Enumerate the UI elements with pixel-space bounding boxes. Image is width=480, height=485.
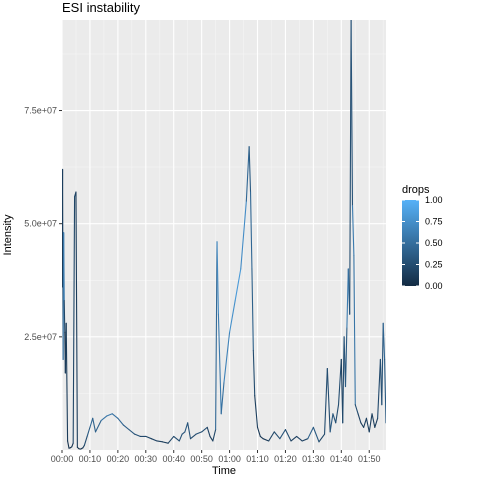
y-tick-label: 5.0e+07: [24, 219, 57, 229]
y-axis-label: Intensity: [2, 214, 14, 255]
x-tick-label: 00:00: [51, 454, 74, 464]
y-axis: 2.5e+07 5.0e+07 7.5e+07: [24, 106, 62, 342]
x-tick-label: 01:20: [274, 454, 297, 464]
x-axis-label: Time: [212, 465, 236, 477]
chart-title: ESI instability: [62, 0, 141, 15]
series-line-segment: [64, 301, 65, 333]
x-tick-label: 00:10: [79, 454, 102, 464]
legend-tick-label: 0.00: [425, 281, 443, 291]
series-line-segment: [64, 233, 65, 301]
legend: drops 1.000.750.500.250.00: [402, 184, 443, 291]
y-tick-label: 7.5e+07: [24, 106, 57, 116]
legend-tick-label: 1.00: [425, 195, 443, 205]
x-axis: 00:00 00:10 00:20 00:30 00:40 00:50 01:00 01:10…: [51, 450, 381, 464]
legend-tick-label: 0.75: [425, 217, 443, 227]
x-tick-label: 00:20: [107, 454, 130, 464]
x-tick-label: 01:10: [246, 454, 269, 464]
x-tick-label: 00:30: [135, 454, 158, 464]
y-tick-label: 2.5e+07: [24, 332, 57, 342]
x-tick-label: 01:40: [330, 454, 353, 464]
x-tick-label: 01:50: [358, 454, 381, 464]
legend-tick-label: 0.50: [425, 238, 443, 248]
legend-tick-label: 0.25: [425, 260, 443, 270]
x-tick-label: 00:50: [190, 454, 213, 464]
x-tick-label: 00:40: [162, 454, 185, 464]
x-tick-label: 01:00: [218, 454, 241, 464]
x-tick-label: 01:30: [302, 454, 325, 464]
